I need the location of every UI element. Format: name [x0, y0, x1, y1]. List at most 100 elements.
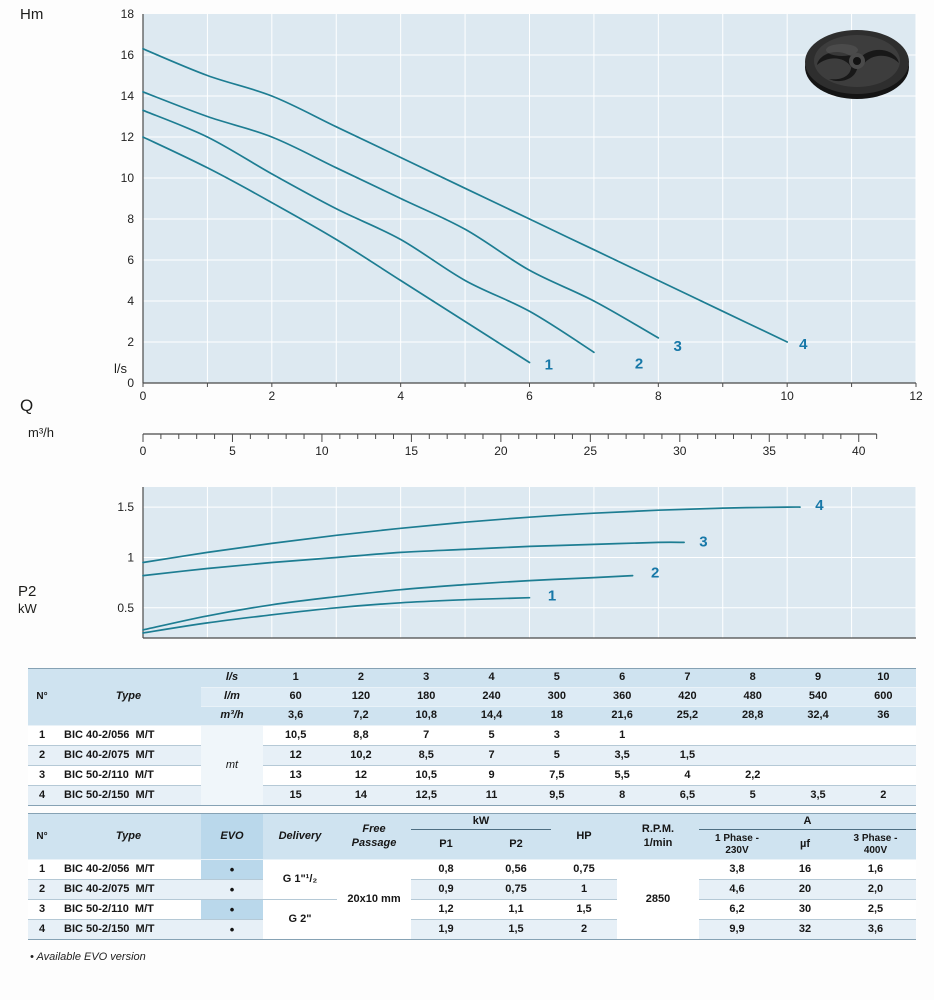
- column-header: 1: [263, 668, 329, 688]
- column-header: l/m: [201, 687, 263, 707]
- x-axis-unit-ls: l/s: [114, 361, 127, 376]
- axis-tick-label: 0: [127, 376, 134, 390]
- axis-tick-label: 25: [584, 444, 598, 458]
- table-cell: 0,9: [411, 879, 481, 900]
- head-value: 12,5: [393, 785, 459, 806]
- axis-tick-label: 10: [315, 444, 329, 458]
- power-flow-chart: 0.5 1 1.5 1 2 3 4: [117, 487, 917, 639]
- table-cell: 30: [775, 899, 835, 920]
- axis-tick-label: 10: [121, 171, 135, 185]
- head-value: 10,5: [393, 765, 459, 786]
- head-value: 3: [524, 725, 590, 746]
- table-cell: 1: [28, 859, 56, 880]
- pump-curve-4: [142, 47, 789, 343]
- column-header: µf: [775, 829, 835, 860]
- head-value: 10,5: [263, 725, 329, 746]
- evo-available-dot: •: [201, 899, 263, 920]
- column-header: 60: [263, 687, 329, 707]
- pump-curve-3: [142, 541, 685, 577]
- table-cell: 1: [28, 725, 56, 746]
- table-cell: 1: [551, 879, 617, 900]
- performance-table: N° Type l/s 1 2 3 4 5 6 7 8 9 10 l/m 60 120 180 240 300 360…: [28, 668, 916, 806]
- column-header: P1: [411, 829, 481, 860]
- head-value: 4: [654, 765, 721, 786]
- table-cell: 2: [28, 879, 56, 900]
- column-header: 32,4: [785, 706, 851, 726]
- axis-tick-label: 5: [229, 444, 236, 458]
- axis-tick-label: 4: [127, 294, 134, 308]
- column-header: 7,2: [328, 706, 394, 726]
- column-header: N°: [28, 668, 56, 726]
- column-header: 2: [328, 668, 394, 688]
- table-cell: 4,6: [699, 879, 775, 900]
- head-value: [850, 765, 916, 786]
- curve-label-3: 3: [673, 338, 681, 355]
- x-axis-title-q: Q: [20, 396, 34, 415]
- column-header: 180: [393, 687, 459, 707]
- evo-available-dot: •: [201, 879, 263, 900]
- y-axis-title-hm: Hm: [20, 6, 44, 23]
- head-value: [785, 765, 851, 786]
- axis-tick-label: 6: [127, 253, 134, 267]
- y-axis-title-p2: P2: [18, 583, 37, 600]
- axis-tick-label: 16: [121, 48, 135, 62]
- column-header: kW: [411, 813, 551, 830]
- table-cell: 3: [28, 899, 56, 920]
- axis-tick-label: 2: [127, 335, 134, 349]
- table-cell: 3,8: [699, 859, 775, 880]
- head-value: 12: [263, 745, 329, 766]
- head-value: 5: [524, 745, 590, 766]
- head-value: 12: [328, 765, 394, 786]
- table-cell: 3: [28, 765, 56, 786]
- column-header: 3,6: [263, 706, 329, 726]
- axis-tick-label: 6: [526, 389, 533, 403]
- axis-tick-label: 30: [673, 444, 687, 458]
- head-value: 1: [589, 725, 655, 746]
- column-header: R.P.M. 1/min: [617, 813, 699, 860]
- table-cell: 0,56: [481, 859, 551, 880]
- table-row: 1 BIC 40-2/056 M/T • G 1"¹/₂ 20x10 mm 0,8 0,56…: [28, 859, 916, 940]
- impeller-graphic: [805, 30, 909, 99]
- axis-tick-label: 20: [494, 444, 508, 458]
- head-value: 9: [458, 765, 525, 786]
- table-cell: 1,5: [481, 919, 551, 940]
- evo-footnote: • Available EVO version: [30, 951, 146, 963]
- pump-type: BIC 50-2/110 M/T: [56, 899, 201, 920]
- curve-label-4: 4: [799, 336, 808, 353]
- column-header: 300: [524, 687, 590, 707]
- head-value: 5,5: [589, 765, 655, 786]
- column-header: 1 Phase - 230V: [699, 829, 775, 860]
- column-header: 9: [785, 668, 851, 688]
- head-value: 11: [458, 785, 525, 806]
- head-value: [785, 745, 851, 766]
- table-cell: 2: [551, 919, 617, 940]
- pump-curve-4: [142, 506, 801, 564]
- column-header: l/s: [201, 668, 263, 688]
- head-value: [785, 725, 851, 746]
- axis-tick-label: 12: [909, 389, 923, 403]
- head-value: 2: [850, 785, 916, 806]
- table-cell: 0,8: [411, 859, 481, 880]
- table-row: P1 P2 1 Phase - 230V µf 3 Phase - 400V: [28, 829, 916, 860]
- column-header: Delivery: [263, 813, 337, 860]
- head-value: 15: [263, 785, 329, 806]
- table-row: 3 BIC 50-2/110 M/T 13 12 10,5 9 7,5 5,5 4 2,2: [28, 765, 916, 786]
- column-header: 7: [654, 668, 721, 688]
- table-cell: 2: [28, 745, 56, 766]
- column-header: 28,8: [720, 706, 786, 726]
- axis-tick-label: 8: [655, 389, 662, 403]
- table-cell: 32: [775, 919, 835, 940]
- specs-table: N° Type EVO Delivery Free Passage kW HP R.P.M. …: [28, 813, 916, 940]
- table-cell: 1,5: [551, 899, 617, 920]
- axis-tick-label: 0: [140, 444, 147, 458]
- column-header: A: [699, 813, 916, 830]
- column-header: 5: [524, 668, 590, 688]
- axis-tick-label: 4: [397, 389, 404, 403]
- column-header: 420: [654, 687, 721, 707]
- column-header: 480: [720, 687, 786, 707]
- table-cell: 9,9: [699, 919, 775, 940]
- pump-type: BIC 40-2/056 M/T: [56, 859, 201, 880]
- table-row: l/m 60 120 180 240 300 360 420 480 540 600: [28, 687, 916, 707]
- curve-label-2: 2: [651, 565, 659, 582]
